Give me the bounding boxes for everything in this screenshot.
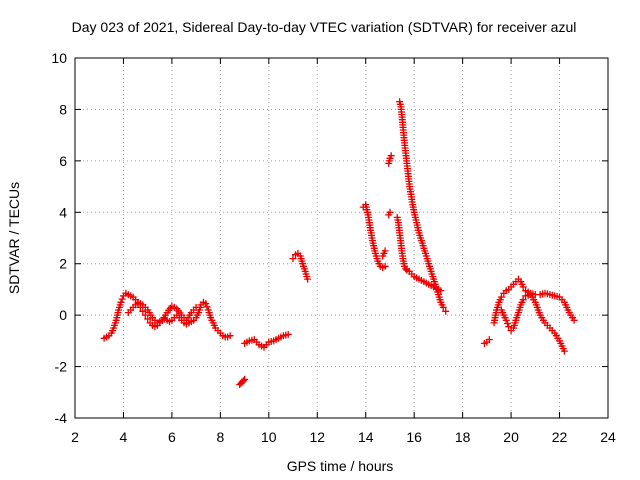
data-point — [502, 316, 510, 324]
x-axis-label: GPS time / hours — [287, 458, 394, 474]
data-point — [289, 255, 297, 263]
y-tick-label: 2 — [59, 256, 67, 272]
x-tick-label: 16 — [406, 429, 422, 445]
x-tick-label: 6 — [168, 429, 176, 445]
data-point — [497, 293, 505, 301]
data-point — [485, 336, 493, 344]
x-tick-label: 4 — [120, 429, 128, 445]
data-point — [505, 323, 513, 331]
x-tick-label: 14 — [358, 429, 374, 445]
y-axis-label: SDTVAR / TECUs — [6, 182, 22, 294]
y-tick-label: 0 — [59, 307, 67, 323]
chart-title: Day 023 of 2021, Sidereal Day-to-day VTE… — [72, 19, 577, 35]
y-tick-label: -2 — [55, 359, 68, 375]
data-point — [381, 262, 389, 270]
data-point — [192, 303, 200, 311]
x-tick-label: 10 — [261, 429, 277, 445]
y-tick-label: 10 — [51, 50, 67, 66]
data-point — [284, 330, 292, 338]
data-point — [226, 332, 234, 340]
data-point — [560, 347, 568, 355]
y-tick-label: -4 — [55, 410, 68, 426]
x-tick-label: 2 — [71, 429, 79, 445]
data-point — [519, 283, 527, 291]
data-point — [239, 377, 247, 385]
data-point — [139, 307, 147, 315]
data-point — [387, 152, 395, 160]
data-point — [570, 316, 578, 324]
data-points — [100, 98, 578, 389]
data-point — [241, 375, 249, 383]
data-point — [203, 303, 211, 311]
x-tick-label: 24 — [600, 429, 616, 445]
x-tick-label: 22 — [552, 429, 568, 445]
y-tick-label: 4 — [59, 204, 67, 220]
data-point — [519, 296, 527, 304]
data-point — [118, 295, 126, 303]
data-point — [504, 320, 511, 327]
data-point — [437, 287, 445, 295]
x-tick-label: 12 — [309, 429, 325, 445]
data-point — [117, 298, 125, 306]
data-point — [202, 300, 210, 308]
x-tick-label: 8 — [216, 429, 224, 445]
data-point — [442, 307, 450, 315]
y-tick-label: 6 — [59, 153, 67, 169]
data-point — [144, 315, 152, 323]
x-tick-label: 18 — [455, 429, 471, 445]
plot-border — [74, 57, 609, 419]
data-point — [304, 275, 312, 283]
data-point — [386, 208, 394, 216]
x-tick-label: 20 — [503, 429, 519, 445]
data-point — [439, 303, 447, 311]
data-point — [381, 247, 389, 255]
data-point — [402, 265, 410, 273]
y-tick-label: 8 — [59, 101, 67, 117]
